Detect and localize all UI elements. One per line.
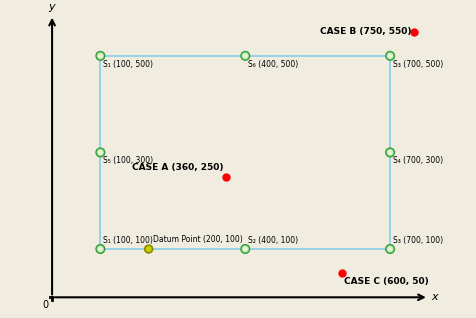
- Text: S₃ (700, 100): S₃ (700, 100): [393, 236, 443, 245]
- Circle shape: [241, 52, 249, 60]
- Text: S₁ (100, 100): S₁ (100, 100): [103, 236, 153, 245]
- Circle shape: [388, 150, 392, 154]
- Circle shape: [99, 247, 102, 251]
- Circle shape: [243, 54, 247, 58]
- Circle shape: [96, 245, 105, 253]
- Text: x: x: [431, 292, 438, 302]
- Text: S₄ (700, 300): S₄ (700, 300): [393, 156, 443, 165]
- Text: S₆ (400, 500): S₆ (400, 500): [248, 60, 298, 69]
- Circle shape: [241, 245, 249, 253]
- Circle shape: [96, 148, 105, 157]
- Circle shape: [388, 54, 392, 58]
- Text: CASE B (750, 550): CASE B (750, 550): [320, 27, 412, 36]
- Circle shape: [99, 54, 102, 58]
- Text: 0: 0: [42, 300, 48, 310]
- Text: CASE A (360, 250): CASE A (360, 250): [132, 163, 224, 172]
- Text: S₁ (100, 500): S₁ (100, 500): [103, 60, 153, 69]
- Text: S₂ (400, 100): S₂ (400, 100): [248, 236, 298, 245]
- Text: S₅ (100, 300): S₅ (100, 300): [103, 156, 153, 165]
- Circle shape: [99, 150, 102, 154]
- Text: S₃ (700, 500): S₃ (700, 500): [393, 60, 443, 69]
- Text: y: y: [49, 3, 55, 12]
- Circle shape: [388, 247, 392, 251]
- Circle shape: [386, 52, 395, 60]
- Circle shape: [243, 247, 247, 251]
- Circle shape: [145, 245, 152, 253]
- Circle shape: [96, 52, 105, 60]
- Text: CASE C (600, 50): CASE C (600, 50): [344, 277, 429, 286]
- Text: Datum Point (200, 100): Datum Point (200, 100): [153, 235, 243, 244]
- Circle shape: [386, 148, 395, 157]
- Circle shape: [386, 245, 395, 253]
